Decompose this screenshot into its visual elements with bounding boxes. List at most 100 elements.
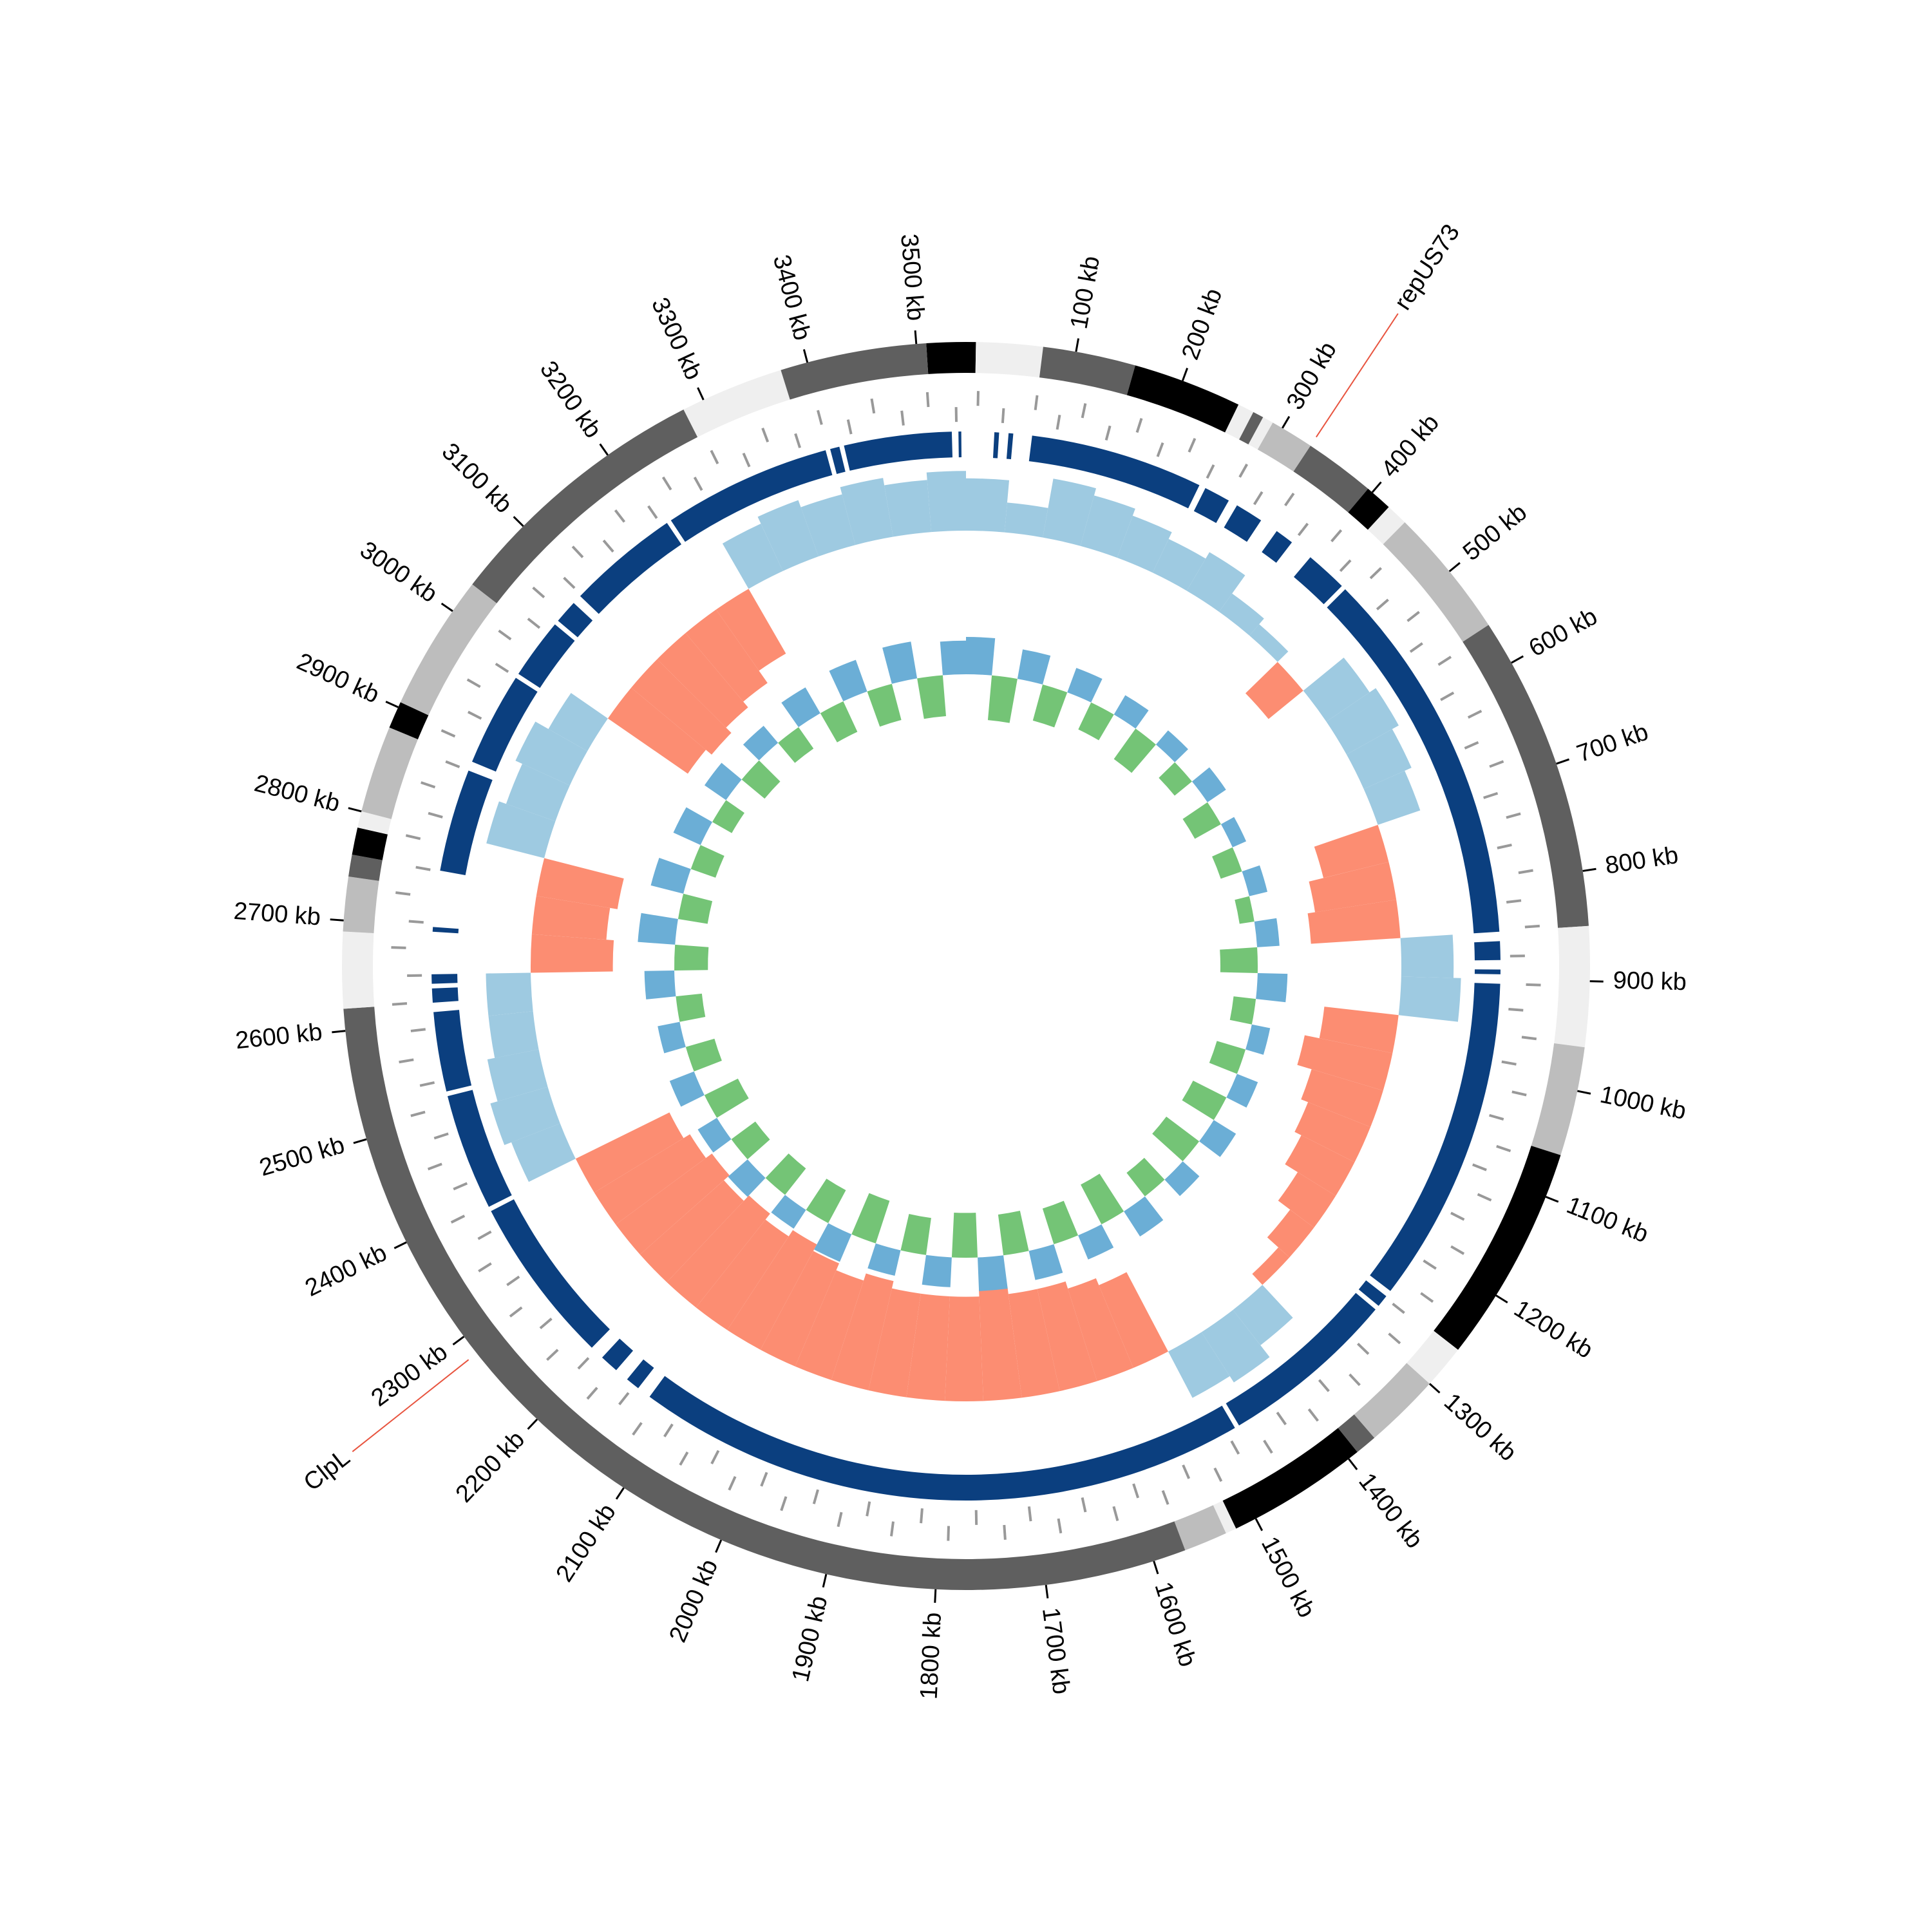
gc-content-bar bbox=[650, 858, 691, 894]
gene-forward bbox=[1506, 812, 1521, 819]
gene-forward bbox=[661, 476, 672, 491]
contig bbox=[1293, 446, 1368, 513]
tick-label: 900 kb bbox=[1613, 967, 1687, 996]
gene-forward bbox=[1238, 463, 1249, 478]
blast-hit bbox=[518, 624, 575, 688]
contig bbox=[472, 409, 698, 603]
gene-forward bbox=[632, 1422, 643, 1436]
gene-reverse bbox=[1104, 425, 1112, 441]
gene-forward bbox=[395, 891, 411, 896]
gene-forward bbox=[546, 1349, 559, 1361]
blast-hit bbox=[1474, 969, 1501, 974]
tick-mark bbox=[513, 516, 524, 527]
gc-content-bar bbox=[1182, 802, 1221, 839]
gc-skew-bar bbox=[884, 480, 932, 537]
gc-content-bar bbox=[951, 1212, 978, 1258]
gene-forward bbox=[1450, 1245, 1465, 1255]
contig bbox=[1126, 365, 1239, 433]
gc-skew-bar bbox=[1314, 824, 1389, 878]
gene-reverse bbox=[1132, 1483, 1140, 1499]
contig bbox=[1248, 417, 1273, 450]
tick-mark bbox=[615, 1487, 625, 1500]
gene-reverse bbox=[710, 1450, 720, 1464]
gc-skew-bar bbox=[575, 1112, 684, 1193]
gc-content-bar bbox=[1235, 896, 1255, 924]
gene-forward bbox=[1161, 1490, 1170, 1505]
gene-forward bbox=[614, 509, 626, 523]
gene-forward bbox=[450, 1215, 466, 1224]
gc-content-bar bbox=[1191, 767, 1226, 802]
gc-content-bar bbox=[851, 1193, 890, 1244]
gc-content-bar bbox=[1159, 762, 1192, 796]
gc-content-bar bbox=[771, 1195, 806, 1229]
annotation-line bbox=[1315, 313, 1399, 438]
gene-forward bbox=[1284, 492, 1295, 507]
tick-mark bbox=[330, 918, 344, 922]
gene-reverse bbox=[812, 1489, 819, 1504]
tick-mark bbox=[697, 387, 705, 401]
gc-content-bar bbox=[1245, 1024, 1271, 1055]
gc-content-bar bbox=[1209, 1041, 1246, 1074]
gene-forward bbox=[410, 1110, 426, 1117]
blast-hit bbox=[844, 431, 952, 471]
gc-skew-bar bbox=[667, 1195, 770, 1308]
gc-skew-bar bbox=[1245, 661, 1303, 719]
contig bbox=[1239, 412, 1264, 445]
gene-forward bbox=[1307, 1408, 1320, 1422]
contig bbox=[1383, 522, 1489, 642]
gc-skew-bar bbox=[486, 972, 533, 1016]
gc-content-bar bbox=[806, 1179, 846, 1224]
gc-content-bar bbox=[998, 1211, 1029, 1256]
gc-skew-bar bbox=[760, 1251, 840, 1367]
gene-reverse bbox=[1497, 843, 1512, 849]
gene-reverse bbox=[1230, 1440, 1240, 1455]
blast-hit bbox=[433, 1010, 472, 1092]
tick-mark bbox=[715, 1539, 723, 1553]
gc-content-bar bbox=[1042, 1200, 1079, 1244]
gene-forward bbox=[947, 1526, 951, 1541]
gc-skew-bar bbox=[1201, 1309, 1270, 1383]
gene-forward bbox=[1213, 1467, 1223, 1482]
gene-forward bbox=[1489, 760, 1504, 768]
contig bbox=[1554, 925, 1590, 1048]
tick-mark bbox=[1282, 415, 1291, 429]
gc-content-bar bbox=[1226, 1074, 1258, 1108]
blast-hit bbox=[1006, 433, 1014, 460]
gene-reverse bbox=[900, 410, 905, 426]
gene-reverse bbox=[1501, 1060, 1517, 1066]
gc-skew-bar bbox=[1301, 1069, 1383, 1128]
gene-reverse bbox=[539, 1318, 553, 1330]
gc-content-bar bbox=[676, 993, 706, 1022]
gc-skew-bar bbox=[715, 589, 786, 671]
gene-reverse bbox=[428, 811, 443, 819]
tick-mark bbox=[1589, 980, 1604, 983]
gc-skew-bar bbox=[1252, 1247, 1290, 1285]
gene-reverse bbox=[563, 576, 576, 589]
contig bbox=[781, 343, 929, 400]
gc-skew-bar bbox=[800, 494, 856, 556]
gc-content-bar bbox=[677, 893, 713, 924]
gc-skew-bar bbox=[1043, 478, 1096, 546]
tick-mark bbox=[1511, 655, 1524, 664]
gc-skew-bar bbox=[722, 524, 783, 589]
blast-hit bbox=[431, 987, 459, 1003]
contig bbox=[1354, 1363, 1430, 1438]
gene-forward bbox=[1003, 1524, 1007, 1540]
gene-forward bbox=[1524, 924, 1540, 929]
gene-forward bbox=[1331, 529, 1343, 542]
contig bbox=[1213, 1501, 1236, 1533]
gc-content-bar bbox=[673, 807, 713, 846]
gene-reverse bbox=[1206, 464, 1215, 479]
contig bbox=[1338, 1414, 1375, 1452]
gc-skew-bar bbox=[1278, 1172, 1336, 1228]
gene-reverse bbox=[467, 710, 482, 720]
gene-forward bbox=[405, 834, 421, 840]
contig bbox=[343, 876, 379, 934]
gc-content-bar bbox=[644, 971, 676, 999]
gc-skew-bar bbox=[1218, 593, 1264, 636]
gc-skew-bar bbox=[1398, 976, 1461, 1022]
gene-reverse bbox=[760, 1472, 768, 1487]
gc-content-bar bbox=[1124, 1196, 1164, 1237]
blast-hit bbox=[447, 1090, 512, 1208]
